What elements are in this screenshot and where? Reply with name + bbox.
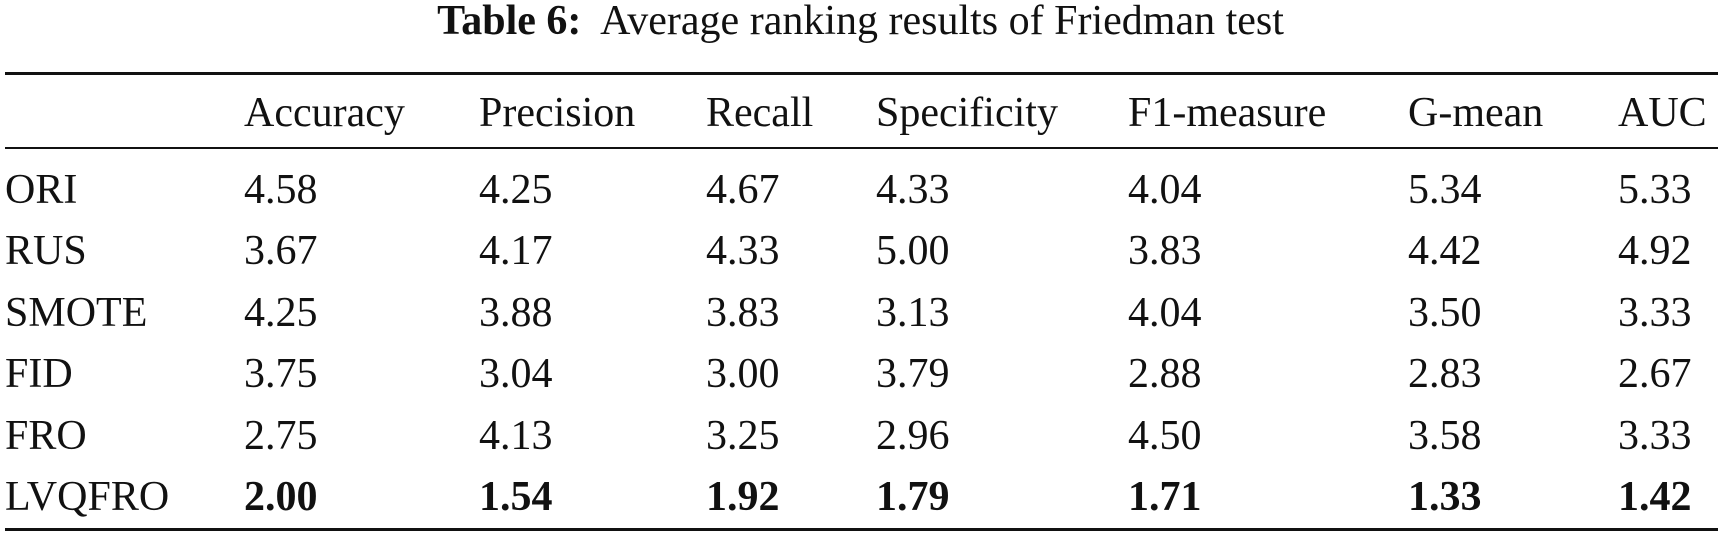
column-header: G-mean (1408, 90, 1544, 136)
table-cell: 3.13 (876, 289, 950, 336)
table-cell: 2.96 (876, 412, 950, 459)
table-cell: 3.50 (1408, 289, 1482, 336)
top-rule (5, 72, 1718, 75)
table-cell: 2.00 (244, 474, 318, 520)
table-cell: 2.67 (1618, 351, 1692, 398)
row-label: FRO (5, 412, 87, 459)
table-cell: 4.92 (1618, 228, 1692, 275)
table-cell: 4.42 (1408, 228, 1482, 275)
column-header: Recall (706, 90, 814, 136)
table-cell: 4.04 (1128, 167, 1202, 213)
table-cell: 3.83 (706, 289, 780, 336)
table-cell: 4.25 (479, 167, 553, 213)
table-cell: 4.04 (1128, 289, 1202, 336)
caption-label: Table 6: (437, 0, 582, 44)
header-rule (5, 147, 1718, 149)
table-cell: 3.25 (706, 412, 780, 459)
table-cell: 4.33 (876, 167, 950, 213)
table-cell: 5.00 (876, 228, 950, 275)
table-cell: 3.67 (244, 228, 318, 275)
column-header: F1-measure (1128, 90, 1327, 136)
table-cell: 3.88 (479, 289, 553, 336)
table-cell: 3.79 (876, 351, 950, 398)
table-cell: 2.75 (244, 412, 318, 459)
table-cell: 5.33 (1618, 167, 1692, 213)
column-header: Specificity (876, 90, 1058, 136)
column-header: AUC (1618, 90, 1707, 136)
table-cell: 4.33 (706, 228, 780, 275)
table-cell: 1.54 (479, 474, 553, 520)
table-cell: 3.83 (1128, 228, 1202, 275)
row-label: SMOTE (5, 289, 148, 336)
table-cell: 1.79 (876, 474, 950, 520)
table-cell: 4.50 (1128, 412, 1202, 459)
table-cell: 1.71 (1128, 474, 1202, 520)
table-cell: 3.33 (1618, 289, 1692, 336)
table-cell: 3.75 (244, 351, 318, 398)
table-cell: 4.13 (479, 412, 553, 459)
row-label: RUS (5, 228, 87, 275)
table-cell: 3.33 (1618, 412, 1692, 459)
table-cell: 2.88 (1128, 351, 1202, 398)
table-cell: 3.04 (479, 351, 553, 398)
bottom-rule (5, 528, 1718, 531)
table-cell: 1.33 (1408, 474, 1482, 520)
column-header: Accuracy (244, 90, 405, 136)
table-cell: 4.58 (244, 167, 318, 213)
table-cell: 4.25 (244, 289, 318, 336)
table-cell: 4.67 (706, 167, 780, 213)
table-cell: 4.17 (479, 228, 553, 275)
table-cell: 2.83 (1408, 351, 1482, 398)
caption-text: Average ranking results of Friedman test (600, 0, 1284, 44)
table-cell: 1.42 (1618, 474, 1692, 520)
table-cell: 1.92 (706, 474, 780, 520)
row-label: LVQFRO (5, 474, 170, 520)
row-label: ORI (5, 167, 78, 213)
table-cell: 3.00 (706, 351, 780, 398)
table-caption: Table 6: Average ranking results of Frie… (0, 0, 1721, 42)
table-cell: 5.34 (1408, 167, 1482, 213)
row-label: FID (5, 351, 73, 398)
table-cell: 3.58 (1408, 412, 1482, 459)
column-header: Precision (479, 90, 636, 136)
